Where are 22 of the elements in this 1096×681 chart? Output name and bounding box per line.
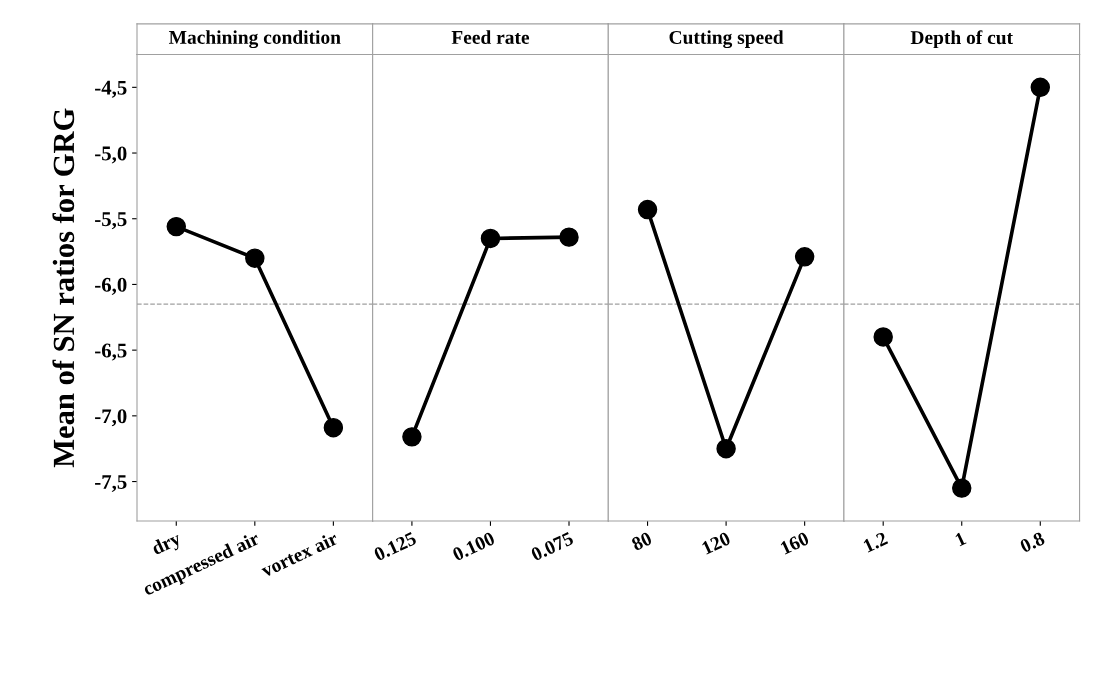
x-tick-label: 0.8 bbox=[1019, 531, 1046, 554]
x-tick-label: 0.125 bbox=[373, 531, 418, 562]
y-tick-label: -4,5 bbox=[95, 80, 127, 98]
x-tick-label: vortex air bbox=[259, 530, 339, 578]
x-tick-label: 160 bbox=[779, 531, 810, 555]
y-axis-title: Mean of SN ratios for GRG bbox=[52, 108, 75, 468]
chart-title: Feed rate bbox=[451, 30, 530, 45]
chart-title: Cutting speed bbox=[669, 30, 784, 49]
y-tick-label: -7,0 bbox=[95, 409, 127, 427]
y-tick-label: -7,5 bbox=[95, 475, 127, 492]
x-tick-label: 0.075 bbox=[530, 531, 575, 562]
x-tick-label: 80 bbox=[630, 531, 653, 552]
x-tick-label: 1.2 bbox=[862, 531, 889, 553]
y-tick-label: -5,0 bbox=[95, 146, 127, 164]
x-tick-label: 1 bbox=[954, 531, 967, 547]
y-tick-label: -6,5 bbox=[95, 343, 127, 361]
x-tick-label: 120 bbox=[701, 531, 732, 555]
y-tick-label: -5,5 bbox=[95, 212, 127, 230]
y-tick-label: -6,0 bbox=[95, 277, 127, 295]
x-tick-label: 0.100 bbox=[451, 531, 496, 562]
chart-title: Machining condition bbox=[168, 30, 341, 49]
chart-title: Depth of cut bbox=[910, 30, 1013, 49]
